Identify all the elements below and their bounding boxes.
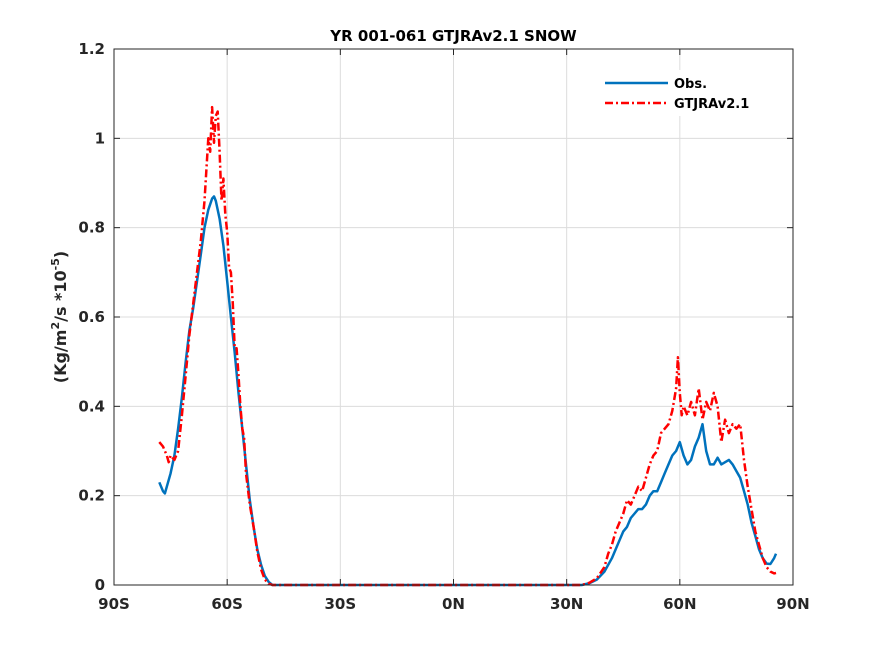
chart-title: YR 001-061 GTJRAv2.1 SNOW <box>329 27 577 45</box>
y-tick-label: 1.2 <box>78 40 105 58</box>
x-tick-label: 90S <box>98 595 130 613</box>
y-axis-label: (Kg/m2/s *10-5) <box>49 251 70 383</box>
x-tick-labels: 90S 60S 30S 0N 30N 60N 90N <box>98 595 810 613</box>
legend-label-obs: Obs. <box>674 77 707 92</box>
y-tick-labels: 0 0.2 0.4 0.6 0.8 1 1.2 <box>78 40 105 594</box>
x-tick-label: 30N <box>550 595 583 613</box>
legend: Obs. GTJRAv2.1 <box>597 70 772 116</box>
series-line-obs <box>158 195 778 587</box>
series-layer <box>158 105 778 587</box>
x-tick-label: 0N <box>442 595 465 613</box>
axis-ticks <box>113 48 794 586</box>
y-tick-label: 0.2 <box>78 487 105 505</box>
y-tick-label: 0.4 <box>78 397 105 415</box>
x-tick-label: 60N <box>663 595 696 613</box>
y-tick-label: 1 <box>95 129 105 147</box>
x-tick-label: 90N <box>776 595 809 613</box>
y-tick-label: 0.6 <box>78 308 105 326</box>
y-tick-label: 0.8 <box>78 219 105 237</box>
series-line-gtjrav2-1 <box>158 105 777 587</box>
x-tick-label: 60S <box>211 595 243 613</box>
x-tick-label: 30S <box>324 595 356 613</box>
y-tick-label: 0 <box>95 576 105 594</box>
legend-box <box>597 70 772 116</box>
legend-label-gtjrav2-1: GTJRAv2.1 <box>674 97 749 112</box>
